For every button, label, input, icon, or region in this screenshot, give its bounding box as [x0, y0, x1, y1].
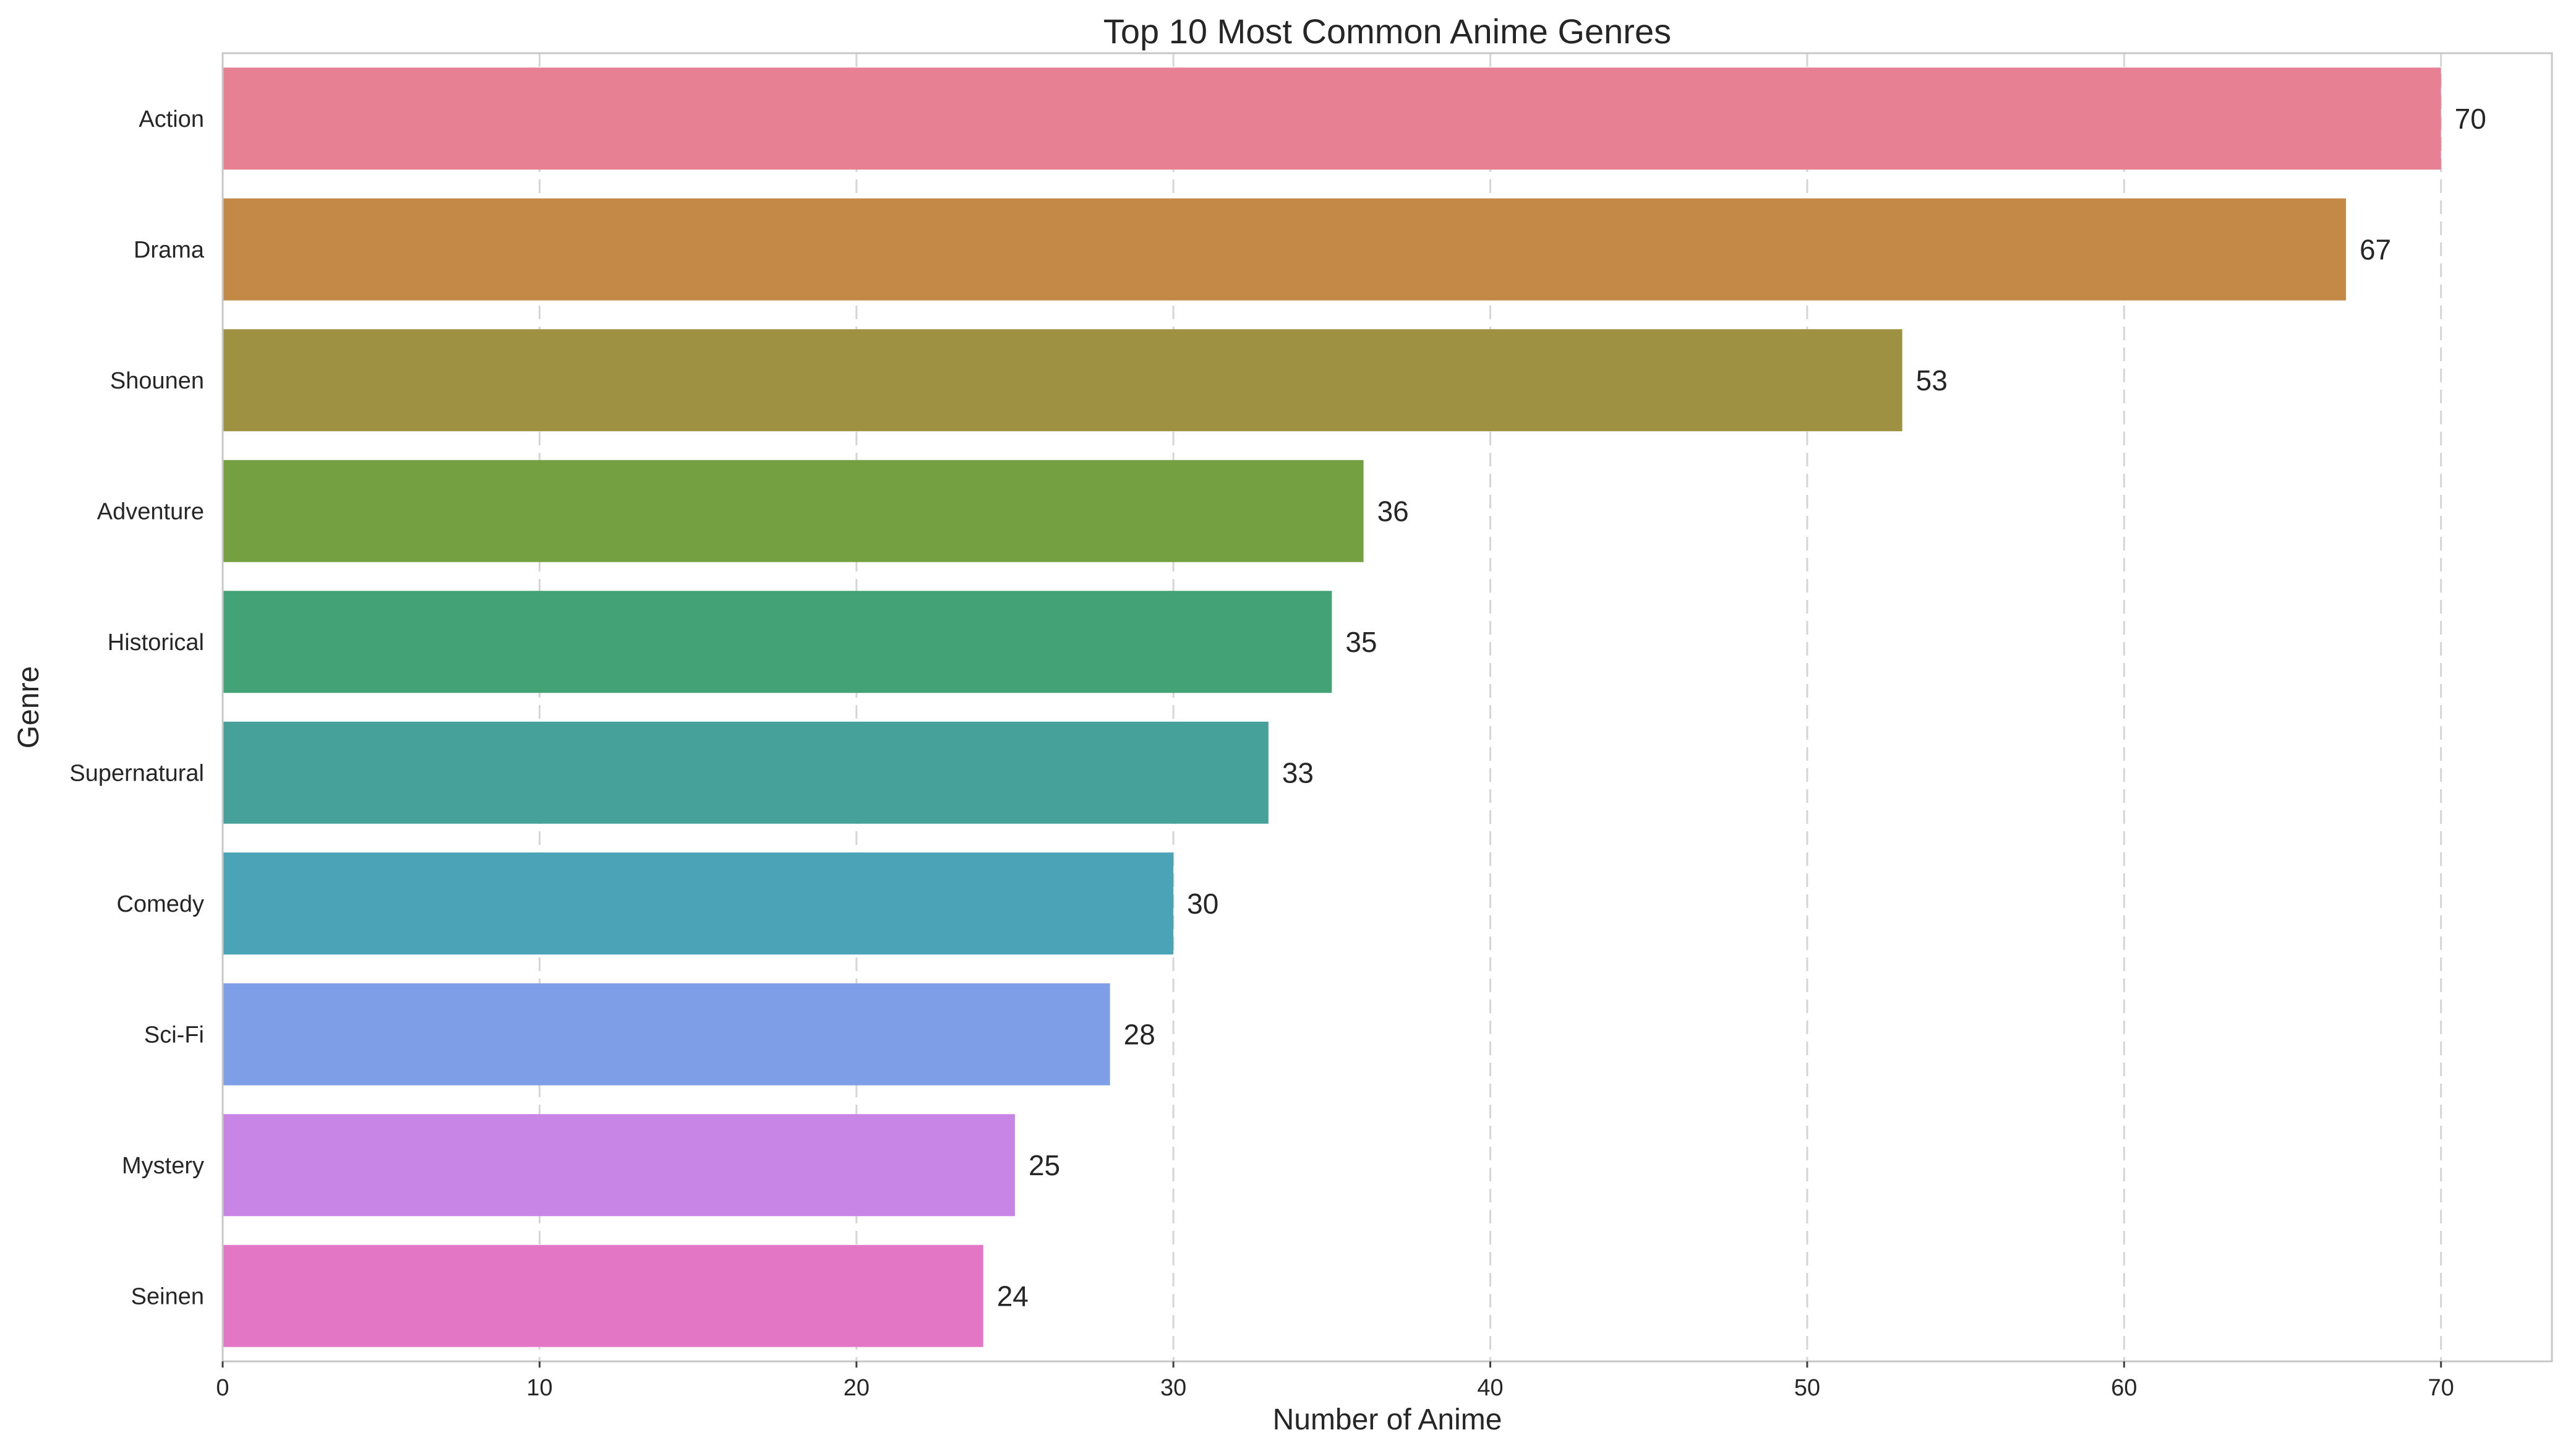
bar-adventure	[223, 460, 1364, 562]
value-label-comedy: 30	[1187, 888, 1218, 920]
y-axis-title: Genre	[12, 666, 45, 748]
value-label-shounen: 53	[1916, 364, 1948, 396]
category-label-historical: Historical	[108, 630, 204, 656]
bar-drama	[223, 198, 2346, 301]
value-label-adventure: 36	[1377, 495, 1409, 527]
category-label-mystery: Mystery	[122, 1153, 204, 1179]
bar-action	[223, 67, 2441, 170]
y-axis-category-labels: Action Drama Shounen Adventure Historical Sup…	[69, 106, 204, 1310]
x-axis-title: Number of Anime	[1273, 1403, 1502, 1436]
value-label-sci-fi: 28	[1124, 1018, 1155, 1050]
bar-mystery	[223, 1114, 1015, 1217]
category-label-adventure: Adventure	[97, 499, 204, 525]
plot-frame	[221, 52, 2553, 1363]
value-label-historical: 35	[1345, 626, 1377, 658]
x-tick-label-10: 10	[526, 1375, 552, 1401]
category-label-action: Action	[139, 106, 204, 132]
x-tick-label-30: 30	[1160, 1375, 1186, 1401]
category-label-supernatural: Supernatural	[69, 760, 204, 786]
x-tick-label-0: 0	[216, 1375, 229, 1401]
value-label-mystery: 25	[1029, 1149, 1060, 1181]
category-label-comedy: Comedy	[117, 891, 205, 917]
bar-historical	[223, 591, 1332, 693]
category-label-drama: Drama	[134, 237, 205, 263]
x-tick-label-60: 60	[2111, 1375, 2137, 1401]
x-tick-label-20: 20	[844, 1375, 870, 1401]
x-tick-label-70: 70	[2428, 1375, 2454, 1401]
bar-value-labels: 70 67 53 36 35 33 30 28 25 24	[997, 103, 2486, 1313]
bars	[223, 67, 2441, 1347]
value-label-action: 70	[2455, 103, 2486, 135]
x-tick-label-50: 50	[1794, 1375, 1820, 1401]
bar-comedy	[223, 852, 1174, 955]
x-tick-label-40: 40	[1477, 1375, 1503, 1401]
category-label-seinen: Seinen	[131, 1283, 204, 1309]
bar-sci-fi	[223, 983, 1110, 1086]
value-label-drama: 67	[2360, 233, 2391, 265]
value-label-seinen: 24	[997, 1280, 1029, 1312]
bar-seinen	[223, 1244, 983, 1347]
chart-title: Top 10 Most Common Anime Genres	[1103, 12, 1671, 51]
x-axis-ticks: 0 10 20 30 40 50 60 70	[216, 1361, 2454, 1401]
bar-shounen	[223, 329, 1902, 432]
value-label-supernatural: 33	[1282, 756, 1314, 789]
category-label-sci-fi: Sci-Fi	[144, 1022, 204, 1048]
category-label-shounen: Shounen	[110, 368, 204, 394]
bar-supernatural	[223, 721, 1269, 824]
